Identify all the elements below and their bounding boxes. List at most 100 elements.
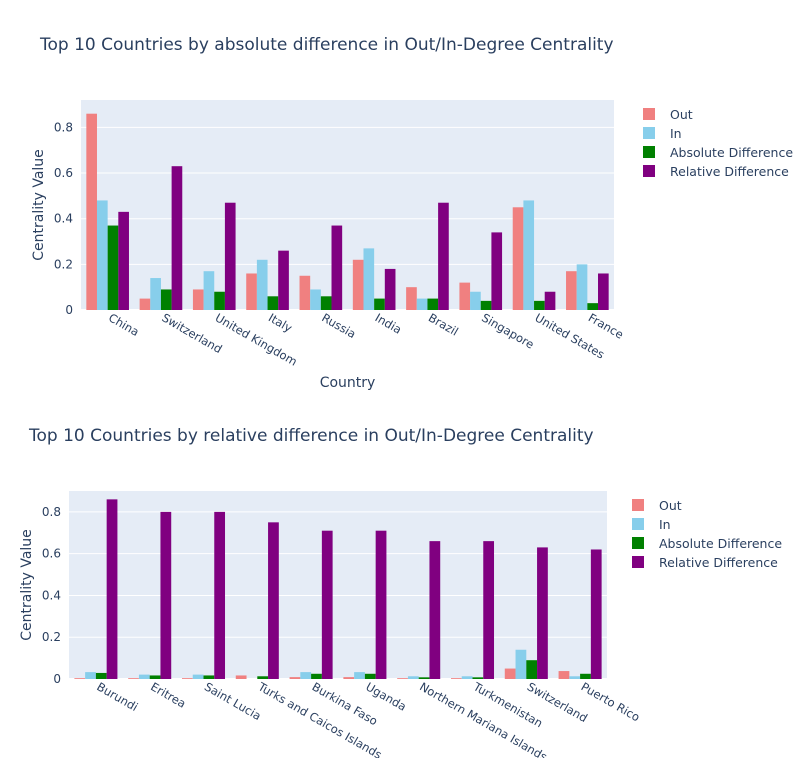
legend: Out In Absolute Difference Relative Differe… bbox=[643, 107, 793, 179]
bar bbox=[160, 289, 172, 310]
legend-swatch bbox=[632, 518, 644, 530]
bar bbox=[160, 511, 172, 679]
bar bbox=[203, 675, 215, 679]
bar bbox=[512, 207, 524, 310]
bar bbox=[107, 225, 119, 310]
y-tick-label: 0.8 bbox=[42, 505, 61, 519]
y-tick-label: 0.8 bbox=[54, 120, 73, 134]
bar bbox=[86, 113, 97, 311]
y-tick-label: 0.2 bbox=[42, 630, 61, 644]
bar bbox=[363, 248, 375, 310]
legend-label: Out bbox=[670, 107, 693, 122]
bar bbox=[429, 541, 441, 679]
bar bbox=[149, 675, 161, 679]
bar bbox=[374, 298, 385, 310]
bar bbox=[406, 287, 417, 310]
legend-swatch bbox=[632, 537, 644, 549]
legend-swatch bbox=[632, 556, 644, 568]
bar bbox=[321, 530, 333, 679]
bar bbox=[526, 660, 538, 679]
legend-swatch bbox=[643, 127, 655, 139]
bar bbox=[74, 678, 86, 679]
x-tick-label: China bbox=[106, 310, 141, 339]
legend-label: Relative Difference bbox=[670, 164, 789, 179]
bar bbox=[192, 674, 204, 679]
bar bbox=[470, 291, 481, 310]
bar bbox=[504, 668, 516, 679]
bar bbox=[491, 232, 503, 310]
y-axis-title: Centrality Value bbox=[19, 529, 35, 641]
y-tick-label: 0 bbox=[53, 672, 61, 686]
legend-swatch bbox=[643, 165, 655, 177]
bar bbox=[438, 202, 449, 310]
bar bbox=[352, 259, 364, 310]
bar bbox=[128, 678, 139, 679]
x-tick-label: Burundi bbox=[94, 679, 140, 714]
bar bbox=[331, 225, 343, 310]
bar bbox=[397, 678, 408, 679]
x-tick-label: India bbox=[373, 310, 404, 336]
bar bbox=[515, 649, 527, 679]
legend-label: Absolute Difference bbox=[670, 145, 793, 160]
bar bbox=[203, 271, 215, 310]
bar bbox=[214, 511, 226, 679]
bar bbox=[534, 300, 545, 310]
legend: Out In Absolute Difference Relative Differe… bbox=[632, 498, 782, 570]
bar bbox=[418, 677, 430, 679]
bar bbox=[472, 677, 484, 679]
bar bbox=[300, 672, 312, 679]
bar bbox=[192, 289, 204, 310]
bar bbox=[106, 499, 118, 679]
bar bbox=[171, 166, 183, 310]
bar bbox=[590, 549, 602, 679]
bar bbox=[598, 273, 609, 310]
x-tick-label: Saint Lucia bbox=[202, 679, 264, 723]
x-tick-label: France bbox=[586, 310, 626, 341]
y-tick-label: 0.4 bbox=[54, 212, 73, 226]
y-tick-label: 0 bbox=[65, 303, 73, 317]
y-tick-label: 0.2 bbox=[54, 257, 73, 271]
bar bbox=[566, 271, 577, 310]
bar bbox=[139, 298, 151, 310]
bar bbox=[320, 296, 332, 310]
chart-title: Top 10 Countries by relative difference … bbox=[28, 426, 594, 446]
x-tick-label: Uganda bbox=[363, 679, 408, 713]
bar bbox=[246, 273, 257, 310]
bar bbox=[459, 282, 471, 310]
legend-swatch bbox=[643, 108, 655, 120]
x-tick-label: Singapore bbox=[479, 310, 536, 351]
x-axis-title: Country bbox=[320, 375, 376, 391]
bar bbox=[580, 673, 591, 679]
legend-label: In bbox=[670, 126, 682, 141]
x-tick-label: Russia bbox=[319, 310, 358, 341]
bar bbox=[480, 300, 492, 310]
bar bbox=[118, 211, 129, 310]
bar bbox=[587, 303, 599, 310]
bar bbox=[537, 547, 548, 679]
y-tick-label: 0.4 bbox=[42, 588, 61, 602]
bar bbox=[483, 541, 495, 679]
bar bbox=[278, 250, 289, 310]
bar bbox=[256, 259, 268, 310]
y-axis-title: Centrality Value bbox=[31, 149, 47, 261]
chart-1: Top 10 Countries by absolute difference … bbox=[31, 35, 793, 391]
bar bbox=[558, 671, 570, 679]
bar bbox=[576, 264, 588, 310]
chart-2: Top 10 Countries by relative difference … bbox=[19, 426, 782, 758]
bar bbox=[95, 672, 107, 679]
bar bbox=[310, 289, 321, 310]
bar bbox=[427, 298, 439, 310]
bar bbox=[343, 677, 355, 679]
y-tick-label: 0.6 bbox=[54, 166, 73, 180]
x-tick-label: Brazil bbox=[426, 310, 461, 338]
bar bbox=[257, 676, 269, 679]
bar bbox=[311, 673, 322, 679]
legend-label: In bbox=[659, 517, 671, 532]
bar bbox=[523, 200, 535, 310]
bar bbox=[299, 275, 311, 310]
y-tick-label: 0.6 bbox=[42, 547, 61, 561]
bar bbox=[138, 674, 150, 679]
bar bbox=[150, 278, 161, 310]
bar bbox=[416, 298, 428, 310]
